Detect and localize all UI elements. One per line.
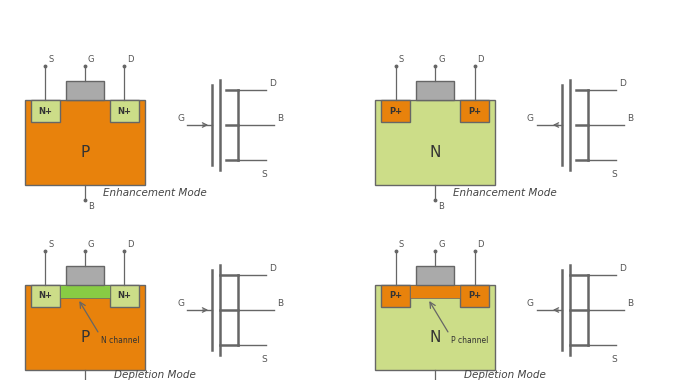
Text: S: S — [611, 355, 617, 364]
Text: B: B — [277, 299, 283, 308]
Text: N+: N+ — [38, 291, 52, 301]
Text: N: N — [429, 145, 441, 160]
Bar — [25, 285, 145, 370]
Text: G: G — [88, 55, 95, 64]
Text: Enhancement Mode: Enhancement Mode — [103, 188, 207, 198]
Text: G: G — [438, 240, 444, 249]
Text: D: D — [269, 79, 276, 88]
Text: P+: P+ — [468, 291, 481, 301]
Text: S: S — [611, 170, 617, 179]
Bar — [66, 81, 104, 100]
Bar — [410, 285, 460, 298]
Text: P: P — [80, 145, 90, 160]
Text: D: D — [619, 79, 626, 88]
Text: S: S — [398, 240, 404, 249]
Text: D: D — [619, 264, 626, 273]
Text: P+: P+ — [389, 106, 402, 116]
Text: G: G — [527, 299, 534, 308]
Text: S: S — [261, 170, 267, 179]
Text: S: S — [48, 240, 54, 249]
Bar — [31, 100, 60, 122]
Bar — [110, 100, 139, 122]
Text: D: D — [127, 240, 134, 249]
Text: D: D — [477, 55, 484, 64]
Bar — [416, 266, 454, 285]
Text: B: B — [627, 299, 633, 308]
Bar — [460, 100, 489, 122]
Text: G: G — [177, 299, 184, 308]
Text: N+: N+ — [118, 106, 132, 116]
Bar — [110, 285, 139, 307]
Text: G: G — [438, 55, 444, 64]
Bar — [381, 100, 410, 122]
Text: N channel: N channel — [102, 336, 140, 345]
Text: P+: P+ — [468, 106, 481, 116]
Text: P+: P+ — [389, 291, 402, 301]
Text: B: B — [277, 114, 283, 123]
Bar — [381, 285, 410, 307]
Text: G: G — [527, 114, 534, 123]
Text: D: D — [269, 264, 276, 273]
Text: Depletion Mode: Depletion Mode — [114, 370, 196, 380]
Text: Enhancement Mode: Enhancement Mode — [453, 188, 557, 198]
Text: P: P — [80, 330, 90, 345]
Text: G: G — [88, 240, 95, 249]
Text: S: S — [261, 355, 267, 364]
Text: N+: N+ — [38, 106, 52, 116]
Bar — [416, 81, 454, 100]
Bar — [460, 285, 489, 307]
Bar — [25, 100, 145, 185]
Bar — [66, 266, 104, 285]
Bar — [31, 285, 60, 307]
Text: S: S — [398, 55, 404, 64]
Text: N+: N+ — [118, 291, 132, 301]
Text: P channel: P channel — [452, 336, 489, 345]
Text: N: N — [429, 330, 441, 345]
Text: B: B — [627, 114, 633, 123]
Bar — [60, 285, 110, 298]
Text: B: B — [438, 202, 444, 211]
Bar — [375, 100, 495, 185]
Bar — [375, 285, 495, 370]
Text: S: S — [48, 55, 54, 64]
Text: D: D — [127, 55, 134, 64]
Text: D: D — [477, 240, 484, 249]
Text: Depletion Mode: Depletion Mode — [464, 370, 546, 380]
Text: G: G — [177, 114, 184, 123]
Text: B: B — [88, 202, 94, 211]
